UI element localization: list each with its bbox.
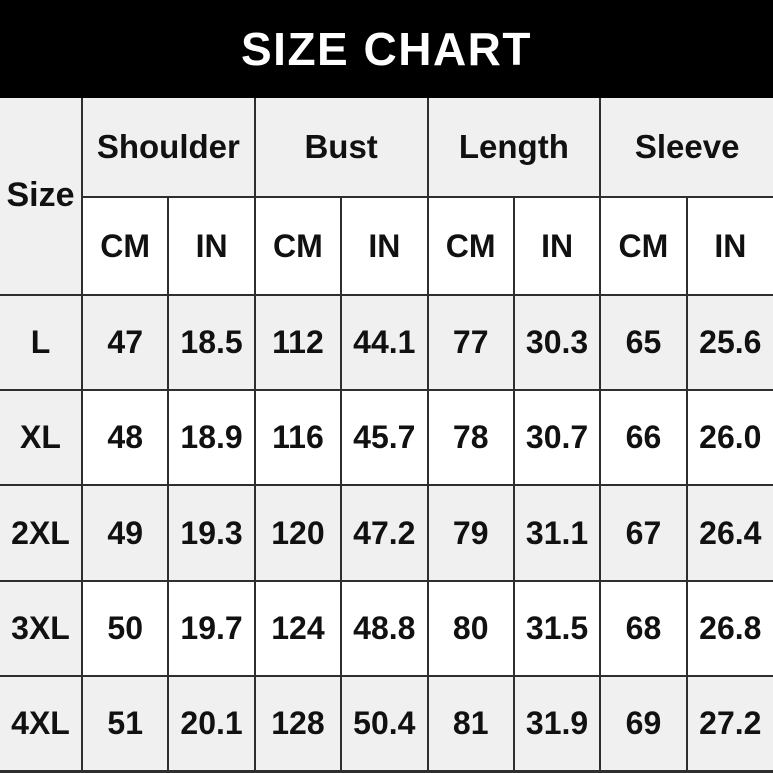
data-cell: 50	[80, 579, 170, 678]
column-group-shoulder: Shoulder	[81, 98, 256, 199]
size-chart-table: Size Shoulder Bust Length Sleeve CM IN C…	[0, 98, 773, 773]
table-row-size-2xl: 2XL 49 19.3 120 47.2 79 31.1 67 26.4	[0, 484, 773, 582]
data-cell: 26.4	[685, 484, 773, 582]
data-cell: 44.1	[340, 293, 429, 392]
data-cell: 47.2	[340, 484, 429, 582]
data-cell: 26.8	[685, 579, 773, 678]
data-cell: 120	[253, 484, 343, 582]
unit-header-bust-cm: CM	[253, 196, 343, 296]
data-cell: 78	[426, 389, 515, 487]
page-title: SIZE CHART	[241, 23, 532, 75]
data-cell: 66	[599, 389, 688, 487]
data-cell: 47	[80, 293, 170, 392]
data-cell: 20.1	[167, 675, 256, 772]
data-cell: 45.7	[340, 389, 429, 487]
data-cell: 19.7	[167, 579, 256, 678]
data-cell: 19.3	[167, 484, 256, 582]
data-cell: 80	[426, 579, 515, 678]
table-row-unit-headers: CM IN CM IN CM IN CM IN	[0, 196, 773, 296]
column-group-length: Length	[426, 98, 602, 199]
data-cell: 69	[599, 675, 688, 772]
unit-header-shoulder-cm: CM	[82, 196, 170, 296]
data-cell: 31.5	[512, 579, 602, 678]
column-group-sleeve: Sleeve	[599, 98, 773, 199]
data-cell: 112	[253, 293, 343, 392]
unit-header-shoulder-in: IN	[167, 196, 256, 296]
data-cell: 51	[80, 675, 170, 772]
data-cell: 25.6	[685, 293, 773, 392]
size-label: XL	[0, 389, 83, 487]
size-label: L	[0, 293, 83, 392]
data-cell: 27.2	[685, 675, 773, 772]
data-cell: 48.8	[340, 579, 429, 678]
data-cell: 124	[253, 579, 343, 678]
table-row-group-headers: Size Shoulder Bust Length Sleeve	[0, 98, 773, 296]
data-cell: 31.1	[512, 484, 602, 582]
data-cell: 30.7	[512, 389, 602, 487]
data-cell: 65	[599, 293, 688, 392]
table-row-size-3xl: 3XL 50 19.7 124 48.8 80 31.5 68 26.8	[0, 579, 773, 678]
unit-header-length-in: IN	[512, 196, 602, 296]
unit-header-bust-in: IN	[340, 196, 429, 296]
data-cell: 128	[253, 675, 343, 772]
data-cell: 77	[426, 293, 515, 392]
data-cell: 30.3	[512, 293, 602, 392]
data-cell: 68	[599, 579, 688, 678]
data-cell: 49	[80, 484, 170, 582]
title-banner: SIZE CHART	[0, 0, 773, 98]
data-cell: 48	[80, 389, 170, 487]
unit-header-length-cm: CM	[426, 196, 515, 296]
size-label: 3XL	[0, 579, 83, 678]
table-row-size-4xl: 4XL 51 20.1 128 50.4 81 31.9 69 27.2	[0, 675, 773, 772]
data-cell: 79	[426, 484, 515, 582]
column-header-size: Size	[0, 98, 83, 296]
column-group-bust: Bust	[253, 98, 429, 199]
data-cell: 18.5	[167, 293, 256, 392]
data-cell: 67	[599, 484, 688, 582]
data-cell: 116	[253, 389, 343, 487]
data-cell: 18.9	[167, 389, 256, 487]
data-cell: 50.4	[340, 675, 429, 772]
data-cell: 81	[426, 675, 515, 772]
unit-header-sleeve-cm: CM	[599, 196, 688, 296]
unit-header-sleeve-in: IN	[685, 196, 773, 296]
table-row-size-l: L 47 18.5 112 44.1 77 30.3 65 25.6	[0, 293, 773, 392]
table-row-size-xl: XL 48 18.9 116 45.7 78 30.7 66 26.0	[0, 389, 773, 487]
data-cell: 26.0	[685, 389, 773, 487]
size-label: 2XL	[0, 484, 83, 582]
size-label: 4XL	[0, 675, 83, 772]
data-cell: 31.9	[512, 675, 602, 772]
